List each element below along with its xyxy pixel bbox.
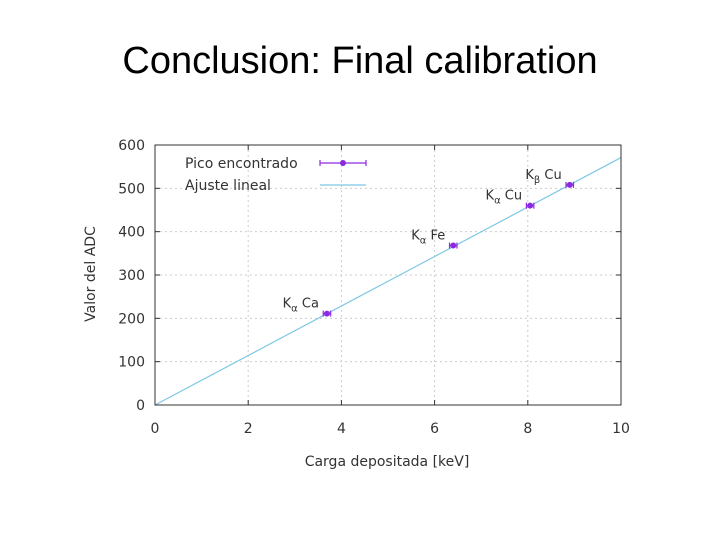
x-tick-label: 4 [337,421,346,437]
legend: Pico encontrado Ajuste lineal [185,156,367,194]
y-tick-label: 0 [136,398,145,414]
x-axis-title: Carga depositada [keV] [305,454,470,470]
x-tick-label: 8 [523,421,532,437]
data-point [323,310,330,317]
y-tick-label: 600 [118,138,145,154]
legend-swatch-point [340,160,346,166]
point-label: Kα Ca [283,297,319,315]
x-tick-label: 2 [244,421,253,437]
x-tick-label: 6 [430,421,439,437]
legend-label-fit: Ajuste lineal [185,178,271,194]
slide-title: Conclusion: Final calibration [122,40,598,82]
y-tick-label: 500 [118,181,145,197]
grid-layer [155,145,621,405]
point-label: Kα Cu [486,189,523,207]
fit-layer [154,157,622,406]
data-point [450,242,457,249]
x-tick-label: 0 [151,421,160,437]
point-label: Kβ Cu [525,168,561,186]
x-tick-label: 10 [612,421,630,437]
data-point [566,181,573,188]
y-axis-title: Valor del ADC [83,226,99,322]
fit-line [154,157,622,406]
y-tick-label: 400 [118,225,145,241]
data-point [527,202,534,209]
y-tick-label: 100 [118,355,145,371]
point-label: Kα Fe [411,229,445,247]
y-tick-label: 300 [118,268,145,284]
legend-label-points: Pico encontrado [185,156,298,172]
y-tick-label: 200 [118,311,145,327]
